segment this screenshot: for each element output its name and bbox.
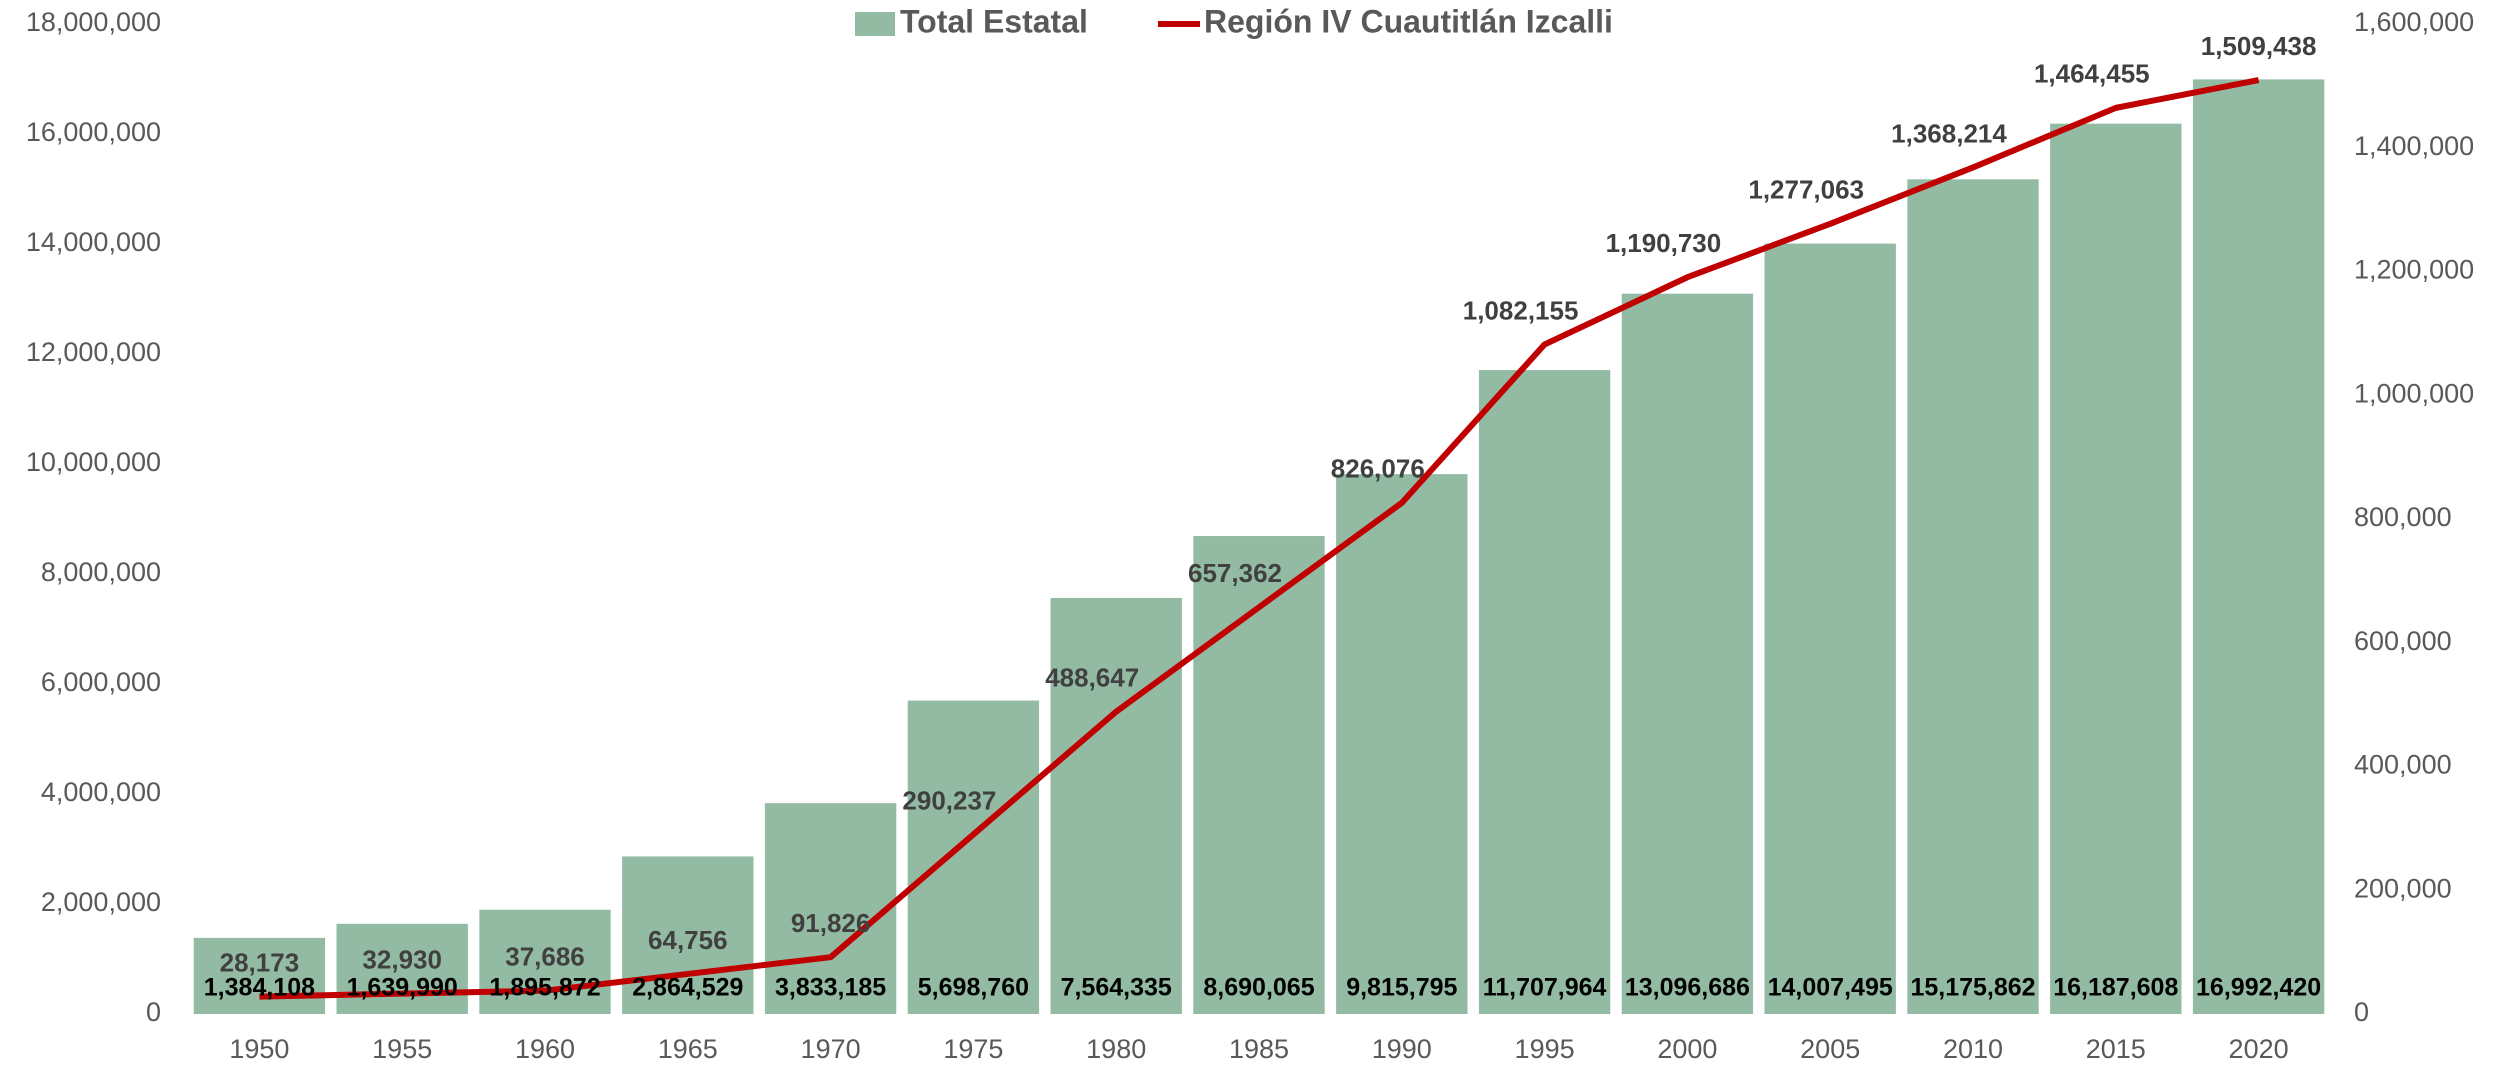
x-tick-label: 1970 [801,1034,861,1064]
x-tick-label: 1975 [943,1034,1003,1064]
y-tick-label: 14,000,000 [26,227,161,257]
line-value-label: 1,082,155 [1463,295,1579,325]
bar [479,909,611,1014]
y-tick-label: 6,000,000 [41,667,161,697]
line-value-label: 826,076 [1331,454,1425,484]
x-tick-label: 2005 [1800,1034,1860,1064]
line-value-label: 1,190,730 [1606,228,1722,258]
bar-value-label: 16,992,420 [2196,974,2321,1002]
y2-tick-label: 800,000 [2354,502,2452,532]
bar [193,937,326,1014]
x-tick-label: 1950 [229,1034,289,1064]
y2-tick-label: 200,000 [2354,873,2452,903]
bar [1478,370,1611,1014]
line-value-label: 32,930 [362,944,442,974]
line-value-label: 28,173 [220,947,300,977]
bar-value-label: 15,175,862 [1910,974,2035,1002]
bar [2192,79,2325,1015]
y-tick-label: 18,000,000 [26,7,161,37]
y-tick-label: 10,000,000 [26,447,161,477]
y2-tick-label: 1,200,000 [2354,255,2474,285]
bar-value-label: 9,815,795 [1346,974,1457,1002]
y-tick-label: 2,000,000 [41,887,161,917]
line-value-label: 1,368,214 [1891,118,2007,148]
legend-label: Región IV Cuautitlán Izcalli [1204,3,1613,39]
bar-value-label: 1,895,872 [489,974,600,1002]
line-value-label: 1,509,438 [2201,31,2317,61]
line-value-label: 290,237 [902,785,996,815]
legend-swatch [855,12,895,36]
x-tick-label: 1960 [515,1034,575,1064]
line-value-label: 91,826 [791,908,871,938]
line-value-label: 1,464,455 [2034,59,2150,89]
x-tick-label: 1955 [372,1034,432,1064]
x-tick-label: 1980 [1086,1034,1146,1064]
bar [336,923,468,1014]
y2-tick-label: 0 [2354,997,2369,1027]
line-value-label: 488,647 [1045,663,1139,693]
bar-value-label: 1,639,990 [347,974,458,1002]
x-tick-label: 2000 [1657,1034,1717,1064]
line [259,77,2260,1000]
bar-value-label: 11,707,964 [1483,974,1607,1002]
y-tick-label: 4,000,000 [41,777,161,807]
line-value-label: 1,277,063 [1748,175,1864,205]
bar [1764,243,1896,1014]
x-tick-label: 2010 [1943,1034,2003,1064]
y2-tick-label: 1,400,000 [2354,131,2474,161]
bar-value-label: 5,698,760 [918,974,1029,1002]
bar-value-label: 16,187,608 [2053,974,2178,1002]
line-value-label: 657,362 [1188,558,1282,588]
bar [1621,293,1754,1015]
bar [622,856,754,1014]
bar-value-label: 14,007,495 [1768,974,1893,1002]
x-tick-label: 2015 [2086,1034,2146,1064]
x-tick-label: 1995 [1515,1034,1575,1064]
bar [2050,123,2182,1014]
bar [1336,474,1468,1014]
y2-tick-label: 400,000 [2354,750,2452,780]
x-tick-label: 1965 [658,1034,718,1064]
y2-tick-label: 1,000,000 [2354,378,2474,408]
bar [1907,179,2039,1015]
bar [907,700,1040,1014]
x-tick-label: 1990 [1372,1034,1432,1064]
bar-value-label: 1,384,108 [204,974,315,1002]
y-tick-label: 0 [146,997,161,1027]
x-tick-label: 1985 [1229,1034,1289,1064]
y2-tick-label: 600,000 [2354,626,2452,656]
bar-value-label: 8,690,065 [1203,974,1314,1002]
y-tick-label: 16,000,000 [26,117,161,147]
y2-tick-label: 1,600,000 [2354,7,2474,37]
bar-value-label: 3,833,185 [775,974,886,1002]
bar [1050,597,1182,1014]
legend-label: Total Estatal [900,3,1088,39]
x-tick-label: 2020 [2229,1034,2289,1064]
bar-value-label: 13,096,686 [1625,974,1750,1002]
line-value-label: 64,756 [648,925,728,955]
bar [764,803,897,1014]
bar [1193,536,1325,1014]
bar-value-label: 7,564,335 [1061,974,1172,1002]
bar-value-label: 2,864,529 [632,974,743,1002]
line-value-label: 37,686 [505,942,585,972]
y-tick-label: 8,000,000 [41,557,161,587]
y-tick-label: 12,000,000 [26,337,161,367]
